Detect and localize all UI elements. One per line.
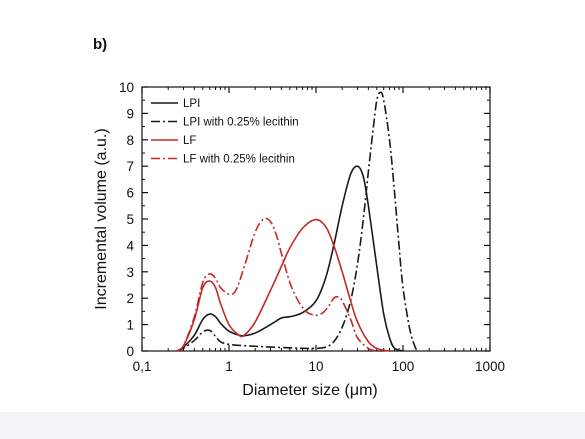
y-tick-label: 8 [126, 133, 134, 148]
series-line-4 [176, 217, 378, 352]
axes: 0,1 1 10 100 1000 0 1 2 3 4 5 6 7 8 9 10 [119, 80, 505, 374]
y-tick-label: 4 [126, 238, 134, 253]
legend-label: LPI with 0.25% lecithin [183, 117, 299, 129]
series-line-1 [176, 165, 404, 352]
x-tick-label: 1000 [475, 359, 505, 374]
y-tick-label: 9 [126, 106, 134, 121]
y-tick-label: 3 [126, 265, 134, 280]
x-tick-label: 100 [392, 359, 415, 374]
bottom-band [0, 412, 585, 439]
x-tick-label: 1 [225, 359, 233, 374]
series-line-2 [176, 91, 419, 352]
y-tick-label: 10 [119, 80, 134, 95]
x-tick-label: 10 [308, 359, 323, 374]
y-tick-label: 6 [126, 186, 134, 201]
y-tick-label: 2 [126, 291, 134, 306]
legend-label: LF with 0.25% lecithin [183, 154, 295, 166]
x-tick-label: 0,1 [133, 359, 152, 374]
size-distribution-chart: 0,1 1 10 100 1000 0 1 2 3 4 5 6 7 8 9 10 LPI LPI with 0.… [93, 80, 505, 399]
legend-label: LPI [183, 98, 200, 110]
y-tick-label: 7 [126, 159, 134, 174]
series-line-3 [176, 218, 390, 352]
y-tick-label: 1 [126, 318, 134, 333]
series-lines [176, 91, 419, 352]
y-tick-label: 5 [126, 212, 134, 227]
x-axis-title: Diameter size (μm) [242, 382, 377, 399]
y-tick-label: 0 [126, 344, 134, 359]
panel-label: b) [93, 36, 108, 53]
y-axis-title: Incremental volume (a.u.) [93, 128, 110, 309]
legend: LPI LPI with 0.25% lecithin LF LF with 0.25… [151, 98, 299, 166]
legend-label: LF [183, 135, 196, 147]
